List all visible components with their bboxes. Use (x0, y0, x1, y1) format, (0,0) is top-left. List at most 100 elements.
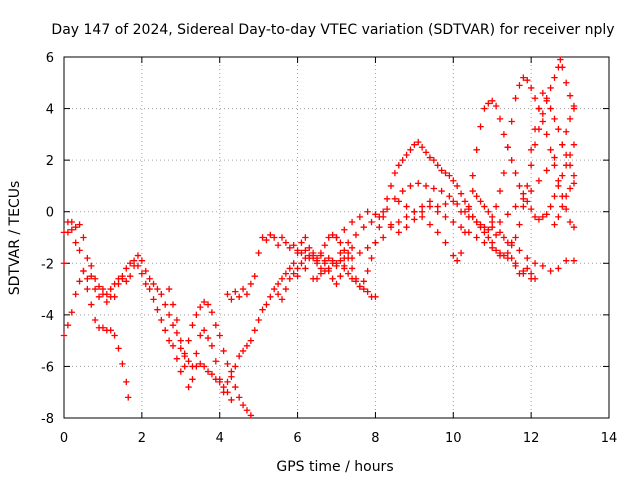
data-point (360, 285, 367, 293)
data-point (469, 172, 476, 179)
data-point (302, 234, 309, 241)
data-point (208, 309, 216, 316)
data-point (216, 376, 223, 383)
data-point (450, 198, 457, 205)
data-point (422, 182, 430, 190)
data-point (512, 95, 519, 102)
x-tick-label: 12 (523, 431, 540, 446)
data-point (88, 301, 95, 308)
data-point (337, 272, 344, 280)
data-point (465, 203, 473, 210)
data-point (228, 396, 235, 404)
data-point (403, 151, 410, 159)
data-point (492, 247, 500, 254)
data-point (380, 234, 387, 241)
series-8 (313, 180, 578, 282)
data-point (333, 280, 340, 288)
data-point (306, 252, 313, 259)
data-point (520, 203, 527, 210)
data-point (123, 265, 130, 272)
data-point (477, 123, 484, 130)
data-point (344, 239, 352, 246)
data-point (348, 244, 356, 252)
data-point (531, 95, 539, 102)
data-point (193, 363, 200, 370)
data-point (60, 332, 68, 339)
data-point (123, 278, 130, 285)
x-tick-label: 14 (601, 431, 618, 446)
data-point (481, 223, 488, 231)
data-point (485, 226, 492, 233)
data-point (453, 257, 461, 264)
data-point (383, 205, 391, 213)
data-point (570, 141, 578, 148)
data-point (224, 291, 231, 298)
data-point (72, 291, 79, 298)
data-point (329, 231, 336, 239)
data-point (527, 275, 535, 282)
data-point (430, 156, 438, 164)
data-point (380, 213, 387, 221)
data-point (259, 306, 266, 313)
data-point (524, 265, 531, 272)
data-point (543, 95, 550, 102)
data-point (477, 221, 484, 228)
data-point (235, 352, 243, 360)
data-point (539, 89, 547, 97)
data-point (485, 208, 492, 215)
data-point (395, 218, 402, 226)
data-point (286, 265, 293, 272)
data-point (527, 146, 535, 154)
data-point (368, 254, 375, 262)
series-1 (60, 257, 255, 419)
y-tick-label: 2 (46, 154, 54, 169)
data-point (457, 190, 465, 197)
x-tick-label: 6 (293, 431, 301, 446)
data-point (321, 260, 329, 267)
data-point (298, 239, 305, 246)
data-point (80, 234, 87, 241)
data-point (500, 131, 508, 138)
data-point (356, 283, 364, 290)
data-point (294, 249, 301, 257)
data-point (557, 56, 564, 63)
data-point (107, 327, 114, 334)
data-point (208, 342, 216, 349)
data-point (426, 221, 434, 228)
data-point (547, 203, 554, 210)
data-point (169, 342, 177, 349)
data-point (364, 244, 371, 252)
data-point (138, 257, 146, 264)
data-point (527, 162, 535, 169)
data-point (150, 280, 157, 288)
data-point (274, 291, 282, 298)
data-point (570, 257, 578, 264)
data-point (321, 242, 329, 249)
data-point (418, 213, 426, 221)
data-point (364, 267, 371, 275)
data-point (306, 244, 313, 252)
x-tick-label: 0 (60, 431, 68, 446)
series-5 (224, 231, 379, 303)
data-point (531, 260, 539, 267)
data-point (426, 154, 434, 161)
data-point (68, 309, 75, 316)
data-point (520, 190, 527, 197)
data-point (169, 301, 177, 308)
data-point (547, 267, 554, 275)
data-point (348, 254, 356, 262)
data-point (469, 213, 476, 221)
data-point (165, 285, 173, 293)
data-point (76, 278, 83, 285)
data-point (555, 177, 562, 184)
data-point (570, 172, 578, 179)
data-point (403, 223, 410, 231)
data-point (235, 394, 243, 401)
data-point (294, 265, 301, 272)
data-point (146, 275, 153, 282)
data-point (566, 218, 574, 226)
series-4 (165, 244, 356, 396)
x-tick-label: 10 (445, 431, 462, 446)
data-point (442, 239, 449, 246)
